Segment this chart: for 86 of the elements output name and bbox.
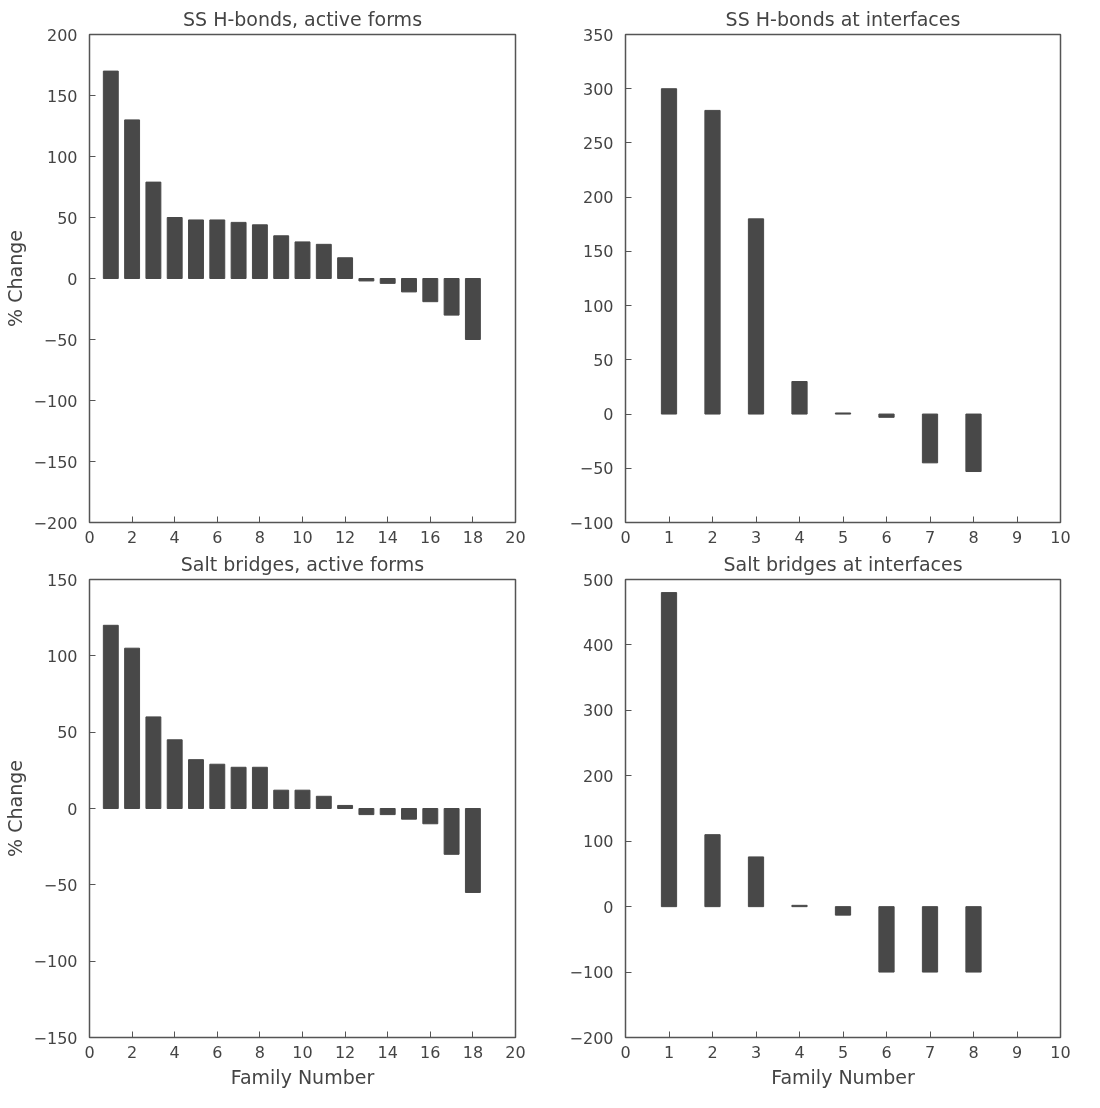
y-tick-label: −200 <box>569 1028 614 1048</box>
x-tick-label: 1 <box>663 1042 675 1062</box>
y-tick-label: 200 <box>46 25 78 45</box>
x-tick-label: 8 <box>254 527 265 547</box>
x-tick-label: 6 <box>881 1042 892 1062</box>
y-tick-label: 150 <box>46 86 78 106</box>
y-tick-label: −50 <box>43 875 78 895</box>
x-tick-label: 5 <box>837 527 849 547</box>
x-tick-label: 14 <box>377 1042 398 1062</box>
chart-title: Salt bridges, active forms <box>180 552 425 575</box>
x-axis-title: Family Number <box>771 1065 915 1088</box>
y-tick-label: −100 <box>33 952 78 972</box>
x-tick-label: 3 <box>750 1042 762 1062</box>
y-tick-label: 250 <box>582 133 614 153</box>
x-tick-label: 4 <box>169 1042 180 1062</box>
y-tick-label: −200 <box>33 513 78 533</box>
y-tick-label: 0 <box>67 799 78 819</box>
x-tick-label: 10 <box>1050 1042 1071 1062</box>
x-tick-label: 0 <box>84 1042 95 1062</box>
y-tick-label: 100 <box>582 296 614 316</box>
x-tick-label: 8 <box>968 1042 979 1062</box>
chart-title: SS H-bonds at interfaces <box>725 7 961 30</box>
x-tick-label: 16 <box>420 527 441 547</box>
y-tick-label: 150 <box>582 242 614 262</box>
x-tick-label: 0 <box>84 527 95 547</box>
y-tick-label: 300 <box>582 701 614 721</box>
x-tick-label: 0 <box>620 1042 631 1062</box>
y-tick-label: 100 <box>582 832 614 852</box>
x-tick-label: 7 <box>924 1042 936 1062</box>
x-tick-label: 6 <box>881 527 892 547</box>
y-tick-label: 400 <box>582 635 614 655</box>
x-tick-label: 5 <box>837 1042 849 1062</box>
x-tick-label: 2 <box>127 1042 138 1062</box>
y-tick-label: 0 <box>603 405 614 425</box>
y-tick-label: 300 <box>582 79 614 99</box>
chart-title: SS H-bonds, active forms <box>182 7 423 30</box>
x-tick-label: 4 <box>794 527 805 547</box>
x-tick-label: 6 <box>212 527 223 547</box>
chart-title: Salt bridges at interfaces <box>723 552 963 575</box>
y-tick-label: 0 <box>603 897 614 917</box>
x-tick-label: 3 <box>750 527 762 547</box>
x-tick-label: 1 <box>663 527 675 547</box>
y-tick-label: 200 <box>582 766 614 786</box>
y-tick-label: −150 <box>33 1028 78 1048</box>
x-tick-label: 7 <box>924 527 936 547</box>
x-tick-label: 12 <box>334 1042 356 1062</box>
x-tick-label: 9 <box>1011 1042 1023 1062</box>
x-tick-label: 4 <box>794 1042 805 1062</box>
y-tick-label: −100 <box>33 391 78 411</box>
y-tick-label: 200 <box>582 188 614 208</box>
y-tick-label: 100 <box>46 147 78 167</box>
y-tick-label: 50 <box>57 723 78 743</box>
x-tick-label: 6 <box>212 1042 223 1062</box>
x-tick-label: 4 <box>169 527 180 547</box>
x-tick-label: 9 <box>1011 527 1023 547</box>
y-tick-label: 350 <box>582 25 614 45</box>
y-tick-label: −100 <box>569 963 614 983</box>
x-tick-label: 2 <box>707 527 718 547</box>
x-tick-label: 18 <box>462 1042 484 1062</box>
y-tick-label: 0 <box>67 269 78 289</box>
x-tick-label: 14 <box>377 527 398 547</box>
x-tick-label: 10 <box>292 1042 313 1062</box>
x-tick-label: 10 <box>292 527 313 547</box>
y-tick-label: 50 <box>57 208 78 228</box>
y-tick-label: −50 <box>579 459 614 479</box>
x-tick-label: 8 <box>254 1042 265 1062</box>
y-tick-label: −100 <box>569 513 614 533</box>
x-tick-label: 12 <box>334 527 356 547</box>
x-tick-label: 2 <box>707 1042 718 1062</box>
y-tick-label: −150 <box>33 452 78 472</box>
x-tick-label: 20 <box>505 527 526 547</box>
y-axis-title: % Change <box>3 760 26 857</box>
y-tick-label: 100 <box>46 646 78 666</box>
y-axis-title: % Change <box>3 230 26 327</box>
y-tick-label: 150 <box>46 570 78 590</box>
x-tick-label: 10 <box>1050 527 1071 547</box>
y-tick-label: 50 <box>593 350 614 370</box>
x-axis-title: Family Number <box>230 1065 375 1088</box>
x-tick-label: 2 <box>127 527 138 547</box>
x-tick-label: 20 <box>505 1042 526 1062</box>
y-tick-label: −50 <box>43 330 78 350</box>
y-tick-label: 500 <box>582 570 614 590</box>
x-tick-label: 8 <box>968 527 979 547</box>
x-tick-label: 0 <box>620 527 631 547</box>
x-tick-label: 18 <box>462 527 484 547</box>
x-tick-label: 16 <box>420 1042 441 1062</box>
